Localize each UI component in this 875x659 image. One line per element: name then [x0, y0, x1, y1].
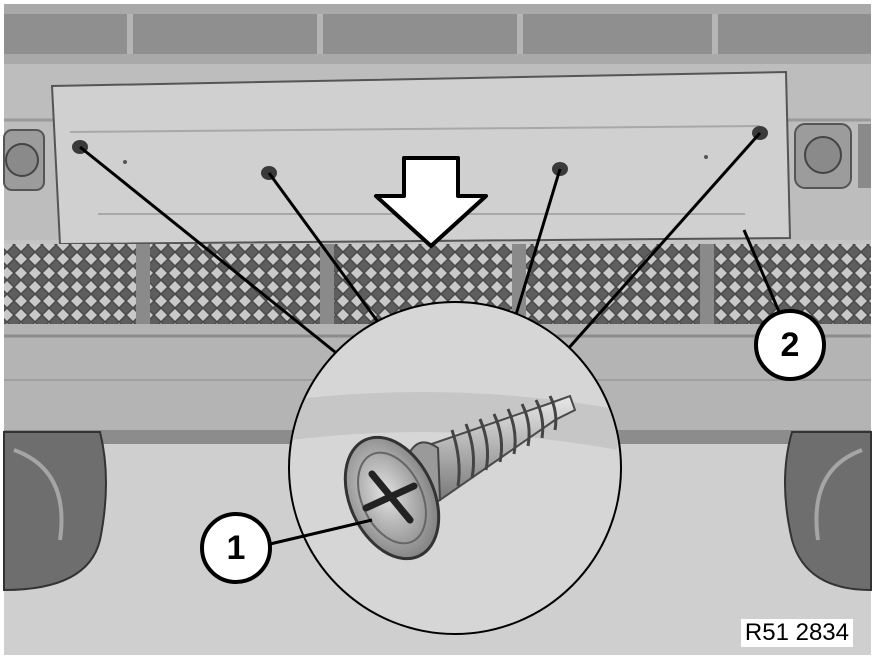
phillips-drive: [362, 470, 418, 524]
callout-1-label: 1: [226, 529, 246, 567]
figure-code: R51 2834: [740, 619, 853, 647]
callout-2-label: 2: [780, 326, 800, 364]
right-plug: [794, 123, 871, 189]
left-plug: [3, 129, 45, 191]
screw: [343, 394, 577, 561]
upper-grille-slot: [4, 14, 871, 54]
leader-lines: [79, 132, 762, 354]
removal-direction-arrow: [374, 156, 488, 248]
callout-1: [200, 512, 373, 584]
callout-2: [742, 229, 826, 381]
left-tyre: [3, 431, 107, 592]
grille-dividers: [136, 244, 714, 324]
upper-slot-dividers: [127, 14, 718, 54]
right-tyre: [784, 431, 872, 592]
